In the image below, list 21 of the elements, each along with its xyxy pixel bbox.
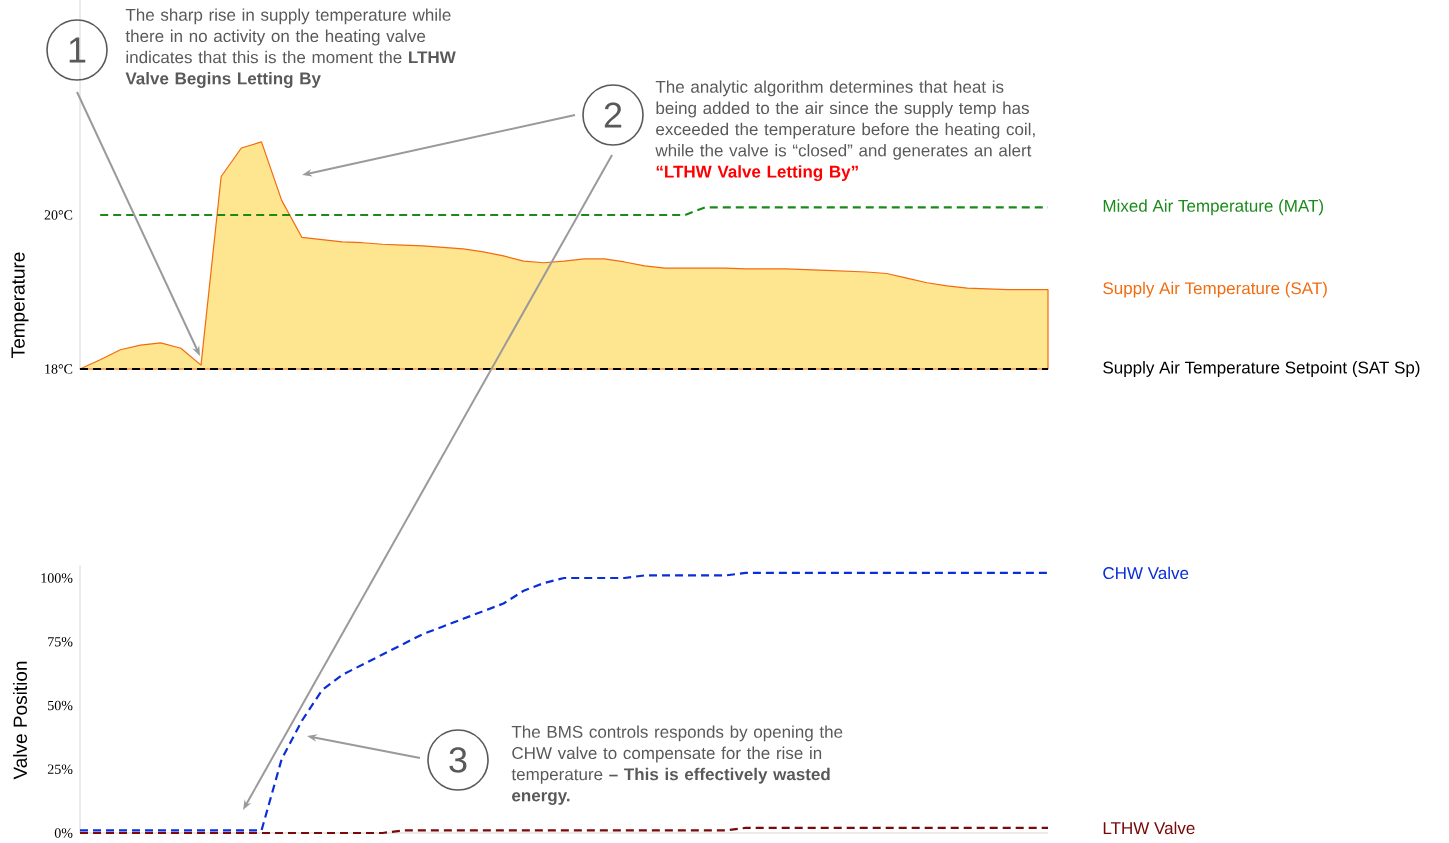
y-tick-label: 100% bbox=[41, 573, 73, 583]
text: CHW Valve bbox=[1103, 566, 1189, 580]
y-axis-title: Valve Position bbox=[13, 661, 27, 780]
y-axis-title: Temperature bbox=[11, 252, 29, 358]
text: Supply Air Temperature (SAT) bbox=[1103, 281, 1327, 298]
annotation: “LTHW Valve Letting By” bbox=[656, 165, 858, 182]
text: The sharp rise in supply temperature while there in no activity on the heating valve indicates that this is the moment the LTHW Valve Begins Letting By bbox=[125, 8, 456, 88]
y-tick-label: 25% bbox=[47, 764, 73, 774]
y-tick-label: 18°C bbox=[45, 364, 73, 374]
annotation: The analytic algorithm determines that heat is being added to the air since the supply temp has exceeded the temperature before the heating coil, while the valve is “closed” and generates an alert bbox=[655, 80, 1035, 160]
annotation: 3 bbox=[449, 747, 467, 773]
text: LTHW Valve bbox=[1103, 821, 1195, 835]
text: The BMS controls responds by opening the CHW valve to compensate for the rise in temperature – This is effectively wasted energy. bbox=[511, 725, 843, 805]
text: Mixed Air Temperature (MAT) bbox=[1103, 199, 1324, 216]
y-tick-label: 50% bbox=[48, 700, 73, 711]
text: Supply Air Temperature Setpoint (SAT Sp) bbox=[1103, 361, 1420, 377]
y-tick-label: 75% bbox=[48, 636, 73, 647]
annotation: 1 bbox=[69, 37, 86, 63]
annotation: 2 bbox=[604, 102, 622, 128]
y-tick-label: 0% bbox=[54, 828, 73, 838]
y-tick-label: 20°C bbox=[44, 210, 73, 220]
